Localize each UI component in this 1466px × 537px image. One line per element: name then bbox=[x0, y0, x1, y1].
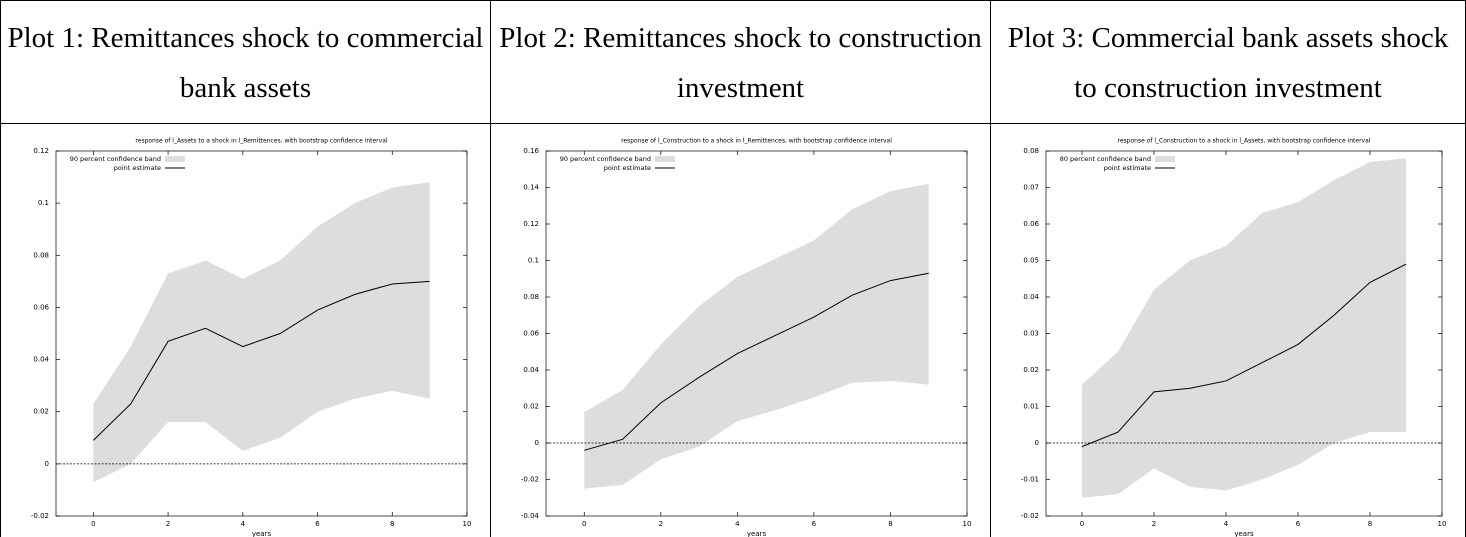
plot-frame bbox=[55, 150, 468, 517]
x-tick-label: 10 bbox=[1438, 520, 1447, 528]
y-tick-label: 0.04 bbox=[33, 356, 49, 364]
x-tick-label: 2 bbox=[659, 520, 663, 528]
legend-label: point estimate bbox=[604, 164, 651, 172]
y-tick-label: 0.1 bbox=[38, 199, 49, 207]
x-tick-label: 8 bbox=[888, 520, 892, 528]
x-tick-label: 2 bbox=[166, 520, 170, 528]
point-estimate-line bbox=[584, 272, 929, 451]
plot-cell: response of l_Construction to a shock in… bbox=[990, 123, 1466, 537]
x-tick-label: 8 bbox=[1368, 520, 1372, 528]
point-estimate-line bbox=[93, 280, 430, 441]
y-tick-label: 0.04 bbox=[523, 366, 539, 374]
chart: response of l_Assets to a shock in l_Rem… bbox=[31, 138, 472, 537]
y-tick-label: -0.01 bbox=[1021, 476, 1039, 484]
x-tick-label: 4 bbox=[735, 520, 740, 528]
y-tick-label: 0.05 bbox=[1023, 257, 1039, 265]
x-tick-label: 6 bbox=[812, 520, 817, 528]
y-tick-label: 0.06 bbox=[1023, 220, 1039, 228]
legend-label: 90 percent confidence band bbox=[560, 155, 651, 163]
x-tick-label: 6 bbox=[315, 520, 320, 528]
y-tick-label: 0.1 bbox=[528, 257, 539, 265]
y-tick-label: 0.12 bbox=[523, 220, 539, 228]
x-tick-label: 8 bbox=[390, 520, 394, 528]
y-tick-label: -0.04 bbox=[521, 512, 540, 520]
y-tick-label: 0 bbox=[1035, 439, 1039, 447]
x-tick-label: 6 bbox=[1296, 520, 1301, 528]
y-tick-label: 0.02 bbox=[33, 408, 49, 416]
plot-cell: response of l_Assets to a shock in l_Rem… bbox=[0, 123, 490, 537]
legend-label: 80 percent confidence band bbox=[1060, 155, 1151, 163]
y-tick-label: 0.12 bbox=[33, 147, 49, 155]
header-cell: Plot 2: Remittances shock to constructio… bbox=[490, 0, 990, 124]
y-tick-label: -0.02 bbox=[521, 476, 539, 484]
y-tick-label: 0.01 bbox=[1023, 403, 1039, 411]
legend-swatch bbox=[165, 156, 185, 162]
point-estimate-line bbox=[1081, 263, 1407, 448]
y-tick-label: -0.02 bbox=[31, 512, 49, 520]
x-axis-label: years bbox=[252, 530, 272, 537]
plot-cell: response of l_Construction to a shock in… bbox=[490, 123, 990, 537]
header-cell: Plot 3: Commercial bank assets shock to … bbox=[990, 0, 1466, 124]
legend-label: point estimate bbox=[1104, 164, 1151, 172]
y-tick-label: 0.06 bbox=[523, 330, 539, 338]
y-tick-label: 0.02 bbox=[523, 403, 539, 411]
y-tick-label: 0.08 bbox=[523, 293, 539, 301]
x-tick-label: 10 bbox=[463, 520, 472, 528]
confidence-band bbox=[1082, 158, 1406, 498]
y-tick-label: 0.06 bbox=[33, 303, 49, 311]
chart-title: response of l_Construction to a shock in… bbox=[1118, 138, 1371, 145]
y-tick-label: 0.08 bbox=[1023, 147, 1039, 155]
header-cell: Plot 1: Remittances shock to commercial … bbox=[0, 0, 490, 124]
x-axis-label: years bbox=[747, 530, 767, 537]
y-tick-label: 0 bbox=[45, 460, 49, 468]
x-tick-label: 4 bbox=[241, 520, 246, 528]
y-tick-label: 0.07 bbox=[1023, 184, 1039, 192]
legend-swatch bbox=[655, 156, 675, 162]
confidence-band bbox=[584, 183, 929, 489]
chart-title: response of l_Assets to a shock in l_Rem… bbox=[135, 138, 387, 145]
y-tick-label: 0.02 bbox=[1023, 366, 1039, 374]
x-tick-label: 4 bbox=[1224, 520, 1229, 528]
legend-label: point estimate bbox=[114, 164, 161, 172]
chart-title: response of l_Construction to a shock in… bbox=[621, 138, 892, 145]
x-axis-label: years bbox=[1234, 530, 1254, 537]
y-tick-label: 0.16 bbox=[523, 147, 539, 155]
legend-swatch bbox=[1155, 156, 1175, 162]
chart: response of l_Construction to a shock in… bbox=[521, 138, 972, 537]
chart: response of l_Construction to a shock in… bbox=[1021, 138, 1447, 537]
x-tick-label: 0 bbox=[582, 520, 586, 528]
y-tick-label: 0.08 bbox=[33, 251, 49, 259]
y-tick-label: 0.14 bbox=[523, 184, 539, 192]
confidence-band bbox=[93, 182, 430, 483]
y-tick-label: 0.03 bbox=[1023, 330, 1039, 338]
y-tick-label: 0.04 bbox=[1023, 293, 1039, 301]
y-tick-label: 0 bbox=[535, 439, 539, 447]
x-tick-label: 10 bbox=[963, 520, 972, 528]
x-tick-label: 2 bbox=[1152, 520, 1156, 528]
x-tick-label: 0 bbox=[1080, 520, 1084, 528]
y-tick-label: -0.02 bbox=[1021, 512, 1039, 520]
x-tick-label: 0 bbox=[91, 520, 95, 528]
legend-label: 90 percent confidence band bbox=[70, 155, 161, 163]
